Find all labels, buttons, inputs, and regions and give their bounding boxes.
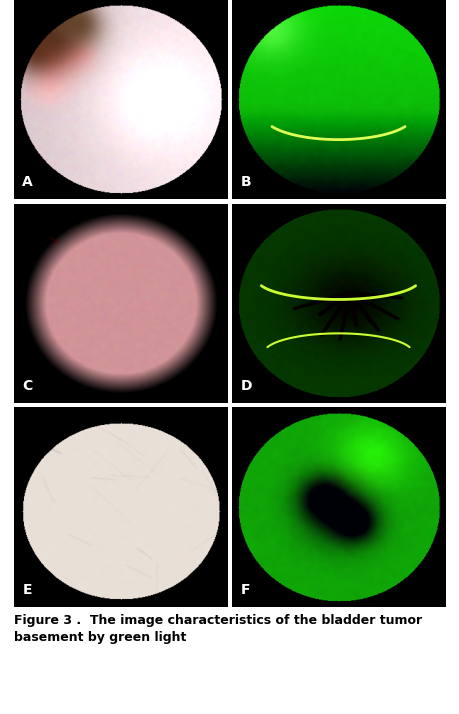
Text: D: D [241, 379, 252, 393]
Text: C: C [22, 379, 33, 393]
Text: E: E [22, 583, 32, 597]
Text: Figure 3 .  The image characteristics of the bladder tumor
basement by green lig: Figure 3 . The image characteristics of … [14, 614, 422, 644]
Text: F: F [241, 583, 250, 597]
Text: A: A [22, 176, 33, 189]
Text: B: B [241, 176, 251, 189]
